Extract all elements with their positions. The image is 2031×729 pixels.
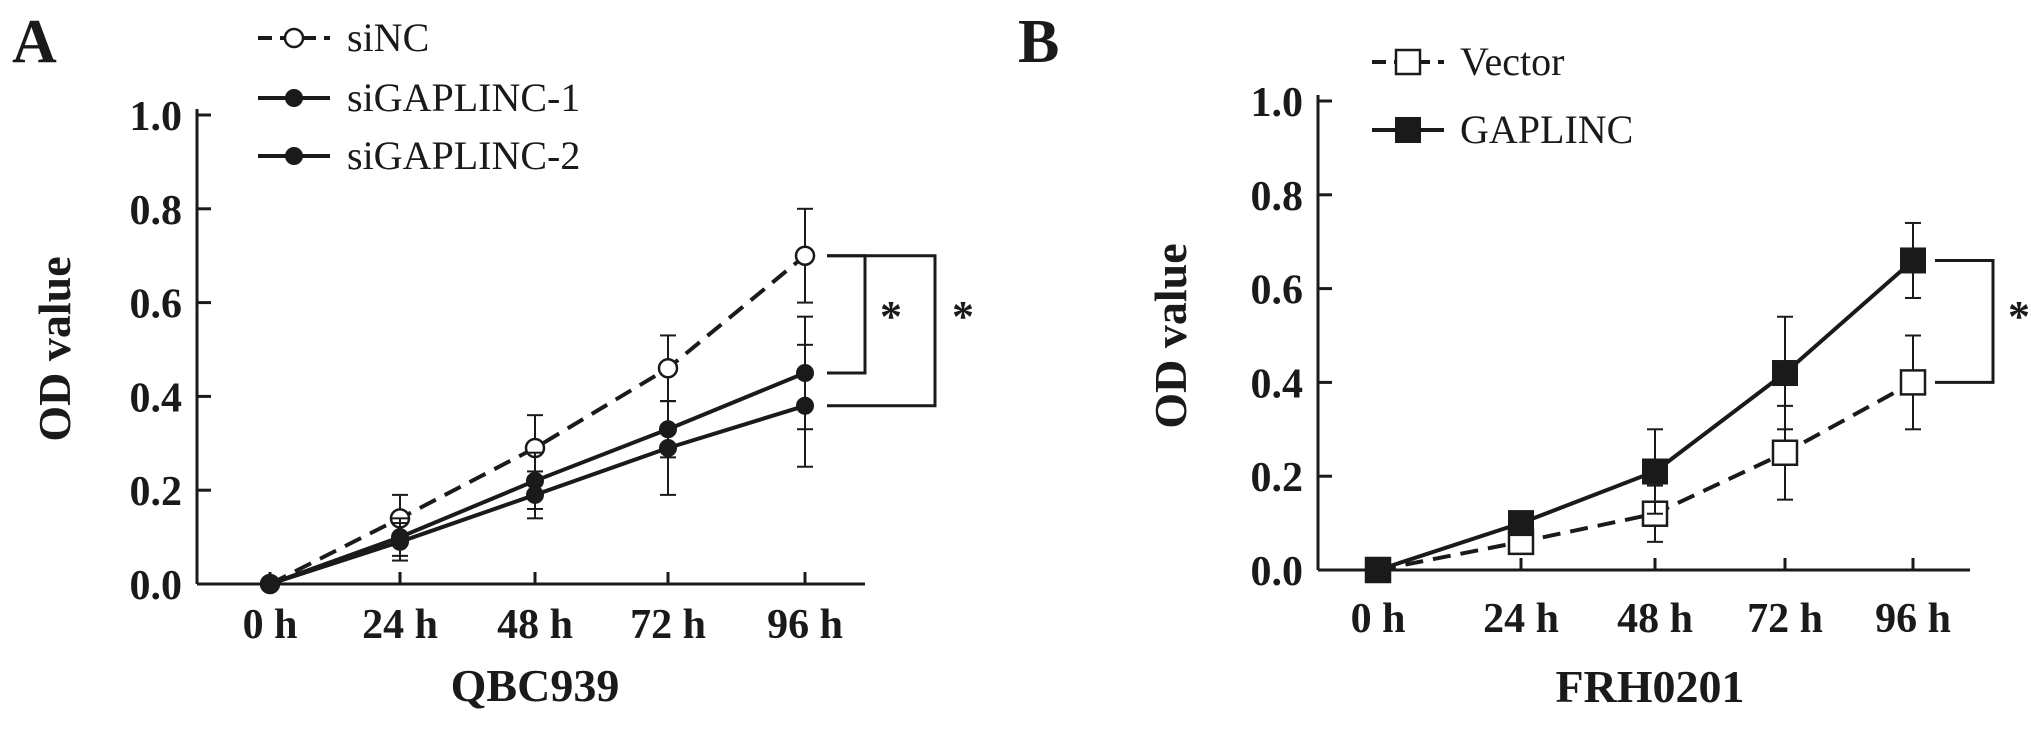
legend-marker — [1394, 48, 1422, 76]
data-point — [1772, 360, 1798, 387]
y-tick-label: 0.0 — [1251, 549, 1304, 595]
significance-marker: * — [952, 292, 974, 341]
data-point — [659, 438, 677, 457]
legend-marker — [283, 27, 305, 49]
series-sigaplinc-2 — [261, 343, 814, 593]
data-point — [261, 575, 279, 593]
data-point — [1900, 247, 1926, 274]
x-tick-label: 96 h — [1875, 596, 1951, 642]
y-tick-label: 1.0 — [130, 94, 183, 140]
panel-a-letter: A — [12, 8, 57, 76]
panel-b-line-chart: B 0.0 0.2 0.4 0.6 0.8 1.0 0 h 24 h 48 h 72 h 96 h F… — [1018, 8, 2030, 712]
y-tick-label: 0.2 — [1251, 455, 1304, 501]
y-tick-label: 0.0 — [130, 563, 183, 609]
data-point — [796, 396, 814, 415]
x-tick-label: 72 h — [1747, 596, 1823, 642]
data-point — [657, 358, 679, 379]
y-axis-title: OD value — [29, 256, 80, 441]
x-tick-label: 96 h — [767, 602, 843, 648]
significance-marker: * — [880, 292, 902, 341]
x-tick-label: 24 h — [362, 602, 438, 648]
legend-marker — [285, 147, 303, 165]
y-axis-title: OD value — [1145, 243, 1196, 428]
data-point — [526, 485, 544, 504]
x-tick-label: 0 h — [1351, 596, 1406, 642]
x-tick-label: 72 h — [630, 602, 706, 648]
x-tick-label: 0 h — [243, 602, 298, 648]
legend-marker — [1395, 117, 1421, 143]
data-point — [794, 245, 816, 266]
x-axis-title: FRH0201 — [1555, 661, 1744, 712]
panel-b-letter: B — [1018, 8, 1059, 76]
x-tick-label: 48 h — [497, 602, 573, 648]
data-point — [391, 532, 409, 551]
data-point — [1642, 458, 1668, 485]
legend-label: Vector — [1460, 39, 1564, 84]
y-tick-label: 0.2 — [130, 469, 183, 515]
legend-label: siNC — [347, 15, 429, 60]
y-tick-label: 1.0 — [1251, 80, 1304, 126]
y-tick-label: 0.8 — [1251, 174, 1304, 220]
y-tick-label: 0.6 — [130, 282, 183, 328]
y-tick-label: 0.8 — [130, 188, 183, 234]
legend-marker — [285, 89, 303, 107]
x-tick-label: 24 h — [1483, 596, 1559, 642]
significance-bracket — [827, 254, 937, 408]
data-point — [1365, 557, 1391, 583]
series-gaplinc — [1365, 221, 1926, 583]
legend: siNC siGAPLINC-1 siGAPLINC-2 — [258, 15, 580, 178]
data-point — [1508, 510, 1534, 537]
significance-marker: * — [2008, 292, 2030, 341]
legend-label: siGAPLINC-2 — [347, 133, 580, 178]
data-point — [1771, 439, 1799, 466]
y-tick-label: 0.4 — [1251, 361, 1304, 407]
legend-label: GAPLINC — [1460, 107, 1633, 152]
data-point — [1899, 369, 1927, 396]
panel-a-line-chart: A 0.0 0.2 0.4 0.6 0.8 1.0 0 h 24 h 48 h 72 h 96 h Q… — [12, 8, 974, 711]
y-tick-label: 0.6 — [1251, 268, 1304, 314]
x-tick-label: 48 h — [1617, 596, 1693, 642]
x-axis-title: QBC939 — [451, 660, 620, 711]
significance-bracket — [1935, 258, 1995, 384]
legend: Vector GAPLINC — [1372, 39, 1633, 152]
y-tick-label: 0.4 — [130, 375, 183, 421]
legend-label: siGAPLINC-1 — [347, 75, 580, 120]
